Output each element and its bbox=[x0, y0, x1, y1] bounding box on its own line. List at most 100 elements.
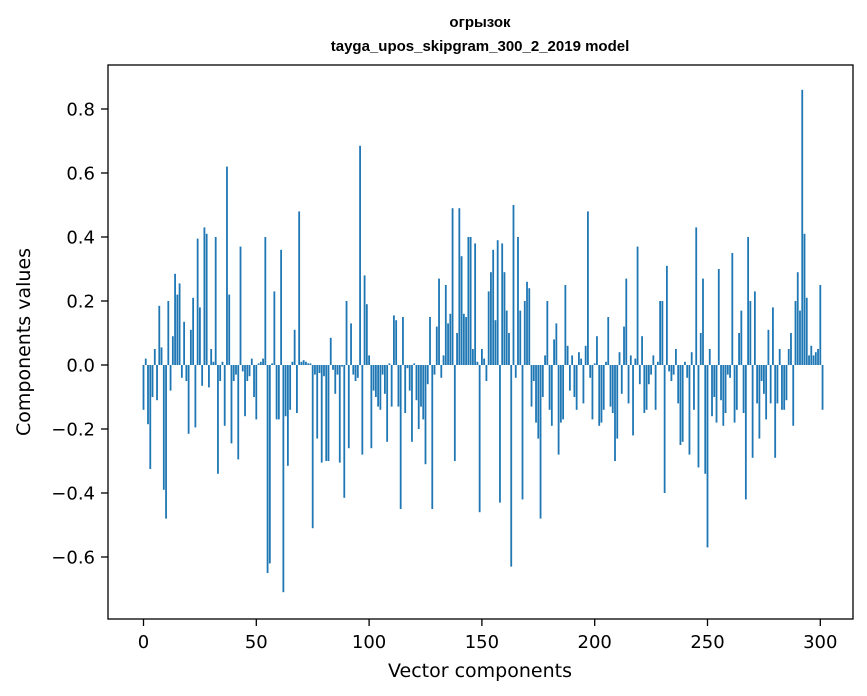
bar bbox=[332, 365, 334, 370]
bar bbox=[519, 310, 522, 365]
bar bbox=[408, 365, 411, 391]
bar bbox=[413, 363, 416, 365]
bar bbox=[318, 365, 321, 373]
bar bbox=[656, 361, 659, 365]
bar bbox=[185, 365, 188, 381]
bar bbox=[654, 365, 657, 410]
bar bbox=[704, 365, 707, 474]
bar bbox=[399, 365, 402, 509]
bar bbox=[316, 365, 319, 439]
bar bbox=[440, 365, 443, 378]
bar bbox=[744, 365, 747, 500]
bar bbox=[575, 365, 578, 410]
bar bbox=[663, 365, 666, 493]
bar bbox=[180, 365, 183, 378]
bar bbox=[508, 333, 510, 365]
bar bbox=[607, 317, 610, 365]
bar bbox=[512, 205, 515, 365]
bar bbox=[760, 365, 763, 381]
bar bbox=[749, 301, 752, 365]
bar bbox=[769, 365, 772, 404]
bar bbox=[167, 301, 170, 365]
bar bbox=[214, 237, 217, 365]
bar bbox=[246, 365, 249, 381]
bar bbox=[492, 249, 495, 365]
bar bbox=[571, 355, 574, 365]
bar bbox=[645, 365, 648, 410]
x-tick-label: 200 bbox=[578, 632, 612, 653]
bar bbox=[483, 358, 486, 365]
x-tick-label: 0 bbox=[138, 632, 149, 653]
bar bbox=[810, 345, 813, 365]
bar bbox=[620, 365, 623, 394]
bar bbox=[433, 365, 436, 375]
bar bbox=[325, 365, 328, 461]
bar bbox=[460, 256, 463, 365]
bar bbox=[731, 253, 734, 365]
bar bbox=[347, 365, 350, 449]
bar bbox=[778, 349, 781, 365]
bar bbox=[320, 365, 323, 463]
bar bbox=[239, 246, 242, 365]
bar bbox=[284, 365, 287, 417]
bar bbox=[397, 365, 400, 407]
bar bbox=[296, 365, 298, 413]
bar bbox=[783, 365, 786, 410]
bar bbox=[623, 326, 625, 365]
bar bbox=[724, 365, 727, 413]
bar bbox=[496, 240, 499, 365]
bar bbox=[546, 301, 549, 365]
x-axis-label: Vector components bbox=[388, 660, 572, 682]
bar bbox=[309, 363, 312, 365]
bar bbox=[203, 227, 206, 365]
bar bbox=[665, 265, 668, 365]
bar bbox=[429, 317, 431, 365]
y-tick-label: −0.2 bbox=[51, 420, 95, 441]
bar bbox=[661, 301, 664, 365]
bar bbox=[514, 365, 517, 378]
bar bbox=[566, 345, 569, 365]
bar bbox=[393, 315, 395, 365]
bar bbox=[578, 352, 580, 365]
bar bbox=[171, 336, 174, 365]
bar bbox=[681, 365, 684, 442]
bar bbox=[812, 355, 815, 365]
bar bbox=[201, 365, 204, 386]
bar bbox=[717, 269, 720, 365]
x-tick-label: 150 bbox=[465, 632, 499, 653]
bar bbox=[444, 285, 447, 365]
bar bbox=[501, 243, 504, 365]
bar bbox=[584, 345, 587, 365]
bar bbox=[582, 365, 585, 404]
bar bbox=[668, 365, 671, 372]
y-tick-label: −0.4 bbox=[51, 484, 95, 505]
bar bbox=[462, 313, 465, 365]
bar bbox=[699, 333, 702, 365]
bar bbox=[672, 365, 675, 375]
y-tick-label: 0.2 bbox=[66, 292, 95, 313]
bar bbox=[250, 358, 253, 365]
x-axis-ticks: 0 50 100 150 200 250 300 bbox=[138, 619, 837, 653]
bar bbox=[253, 365, 255, 397]
bar bbox=[758, 365, 761, 439]
bar bbox=[142, 365, 145, 410]
bar bbox=[449, 313, 452, 365]
bar bbox=[767, 329, 770, 365]
bar bbox=[808, 355, 810, 365]
bar bbox=[228, 294, 231, 365]
bar bbox=[821, 365, 824, 410]
bar bbox=[550, 365, 553, 426]
bar bbox=[370, 365, 373, 449]
bar bbox=[697, 365, 700, 468]
bar bbox=[354, 365, 357, 381]
bar bbox=[257, 363, 260, 365]
bar bbox=[747, 237, 750, 365]
bar bbox=[345, 301, 348, 365]
bar bbox=[686, 365, 689, 378]
bar bbox=[293, 329, 296, 365]
bar bbox=[539, 365, 542, 519]
bar bbox=[311, 365, 314, 529]
bar bbox=[614, 365, 616, 461]
bar bbox=[675, 349, 677, 365]
bar bbox=[305, 361, 307, 365]
